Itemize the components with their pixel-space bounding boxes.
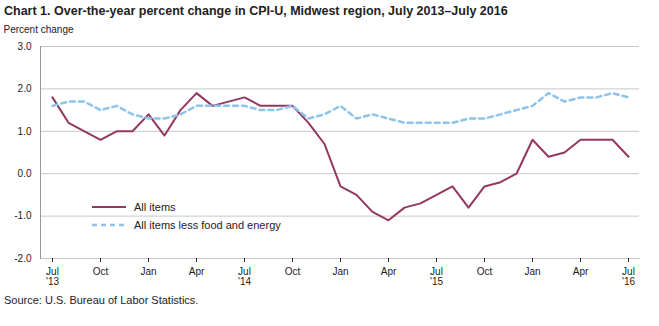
svg-text:Apr: Apr [381,266,397,277]
svg-text:Oct: Oct [93,266,109,277]
svg-text:-1.0: -1.0 [14,210,32,221]
svg-text:Apr: Apr [573,266,589,277]
svg-text:Percent change: Percent change [4,24,74,35]
svg-text:2.0: 2.0 [18,83,32,94]
svg-text:3.0: 3.0 [18,41,32,52]
svg-text:1.0: 1.0 [18,126,32,137]
svg-text:Jul'16: Jul'16 [622,266,635,287]
html-text:Source: U.S. Bureau of Labor S: Source: U.S. Bureau of Labor Statistics. [4,294,199,306]
svg-text:Jan: Jan [524,266,540,277]
svg-text:Jul'14: Jul'14 [238,266,251,287]
html-text:All items: All items [134,201,176,213]
svg-text:Oct: Oct [285,266,301,277]
svg-text:Jan: Jan [140,266,156,277]
html-text:Chart 1. Over-the-year percent: Chart 1. Over-the-year percent change in… [4,4,508,18]
svg-text:0.0: 0.0 [18,168,32,179]
svg-text:Jul'13: Jul'13 [46,266,59,287]
svg-text:Jul'15: Jul'15 [430,266,443,287]
svg-text:Apr: Apr [189,266,205,277]
html-text:All items less food and energy: All items less food and energy [134,219,281,231]
svg-text:Jan: Jan [332,266,348,277]
svg-text:-2.0: -2.0 [14,253,32,264]
svg-text:Oct: Oct [477,266,493,277]
